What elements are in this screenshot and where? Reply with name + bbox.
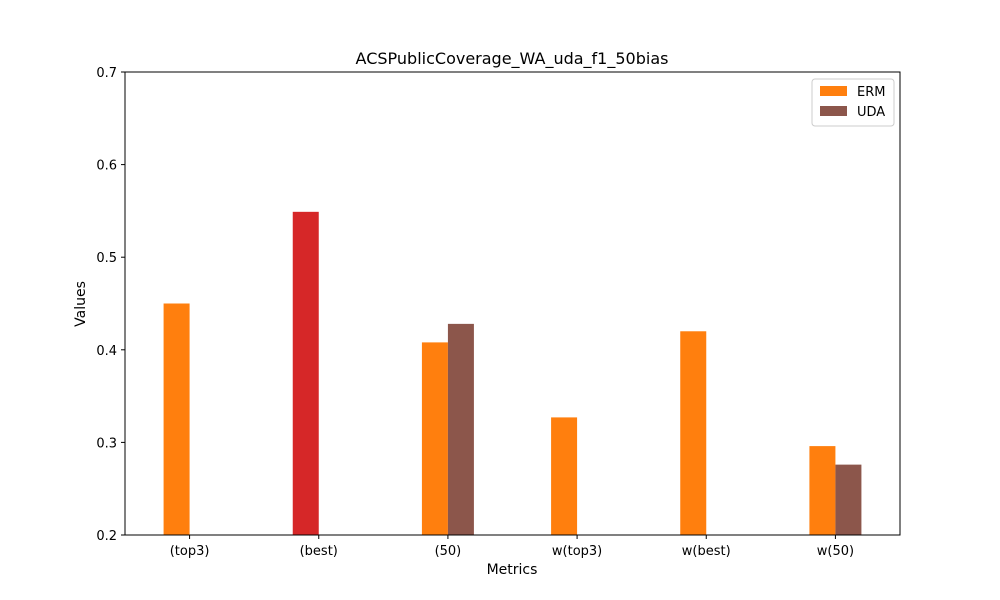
- y-tick-label: 0.6: [96, 159, 117, 174]
- legend: ERM UDA: [811, 78, 895, 127]
- bar-erm-0: [163, 303, 190, 535]
- x-tick-label: (50): [435, 544, 462, 559]
- bar-erm-1: [292, 211, 319, 536]
- bar-uda-5: [835, 464, 862, 535]
- chart-title: ACSPublicCoverage_WA_uda_f1_50bias: [356, 49, 669, 69]
- x-tick-label: w(top3): [552, 544, 602, 559]
- y-tick-label: 0.4: [96, 344, 117, 359]
- x-tick-label: w(best): [682, 544, 731, 559]
- y-tick-label: 0.7: [96, 66, 117, 81]
- legend-swatch-uda: [820, 106, 847, 116]
- x-tick-label: (best): [300, 544, 338, 559]
- bar-erm-2: [421, 342, 448, 535]
- bar-erm-4: [680, 331, 707, 535]
- x-tick-label: (top3): [170, 544, 210, 559]
- axes-frame: [124, 71, 901, 536]
- bar-erm-5: [809, 446, 836, 535]
- bars: [163, 211, 862, 536]
- y-axis-ticks: 0.2 0.3 0.4 0.5 0.6 0.7: [96, 66, 125, 544]
- bar-erm-3: [551, 417, 578, 535]
- legend-swatch-erm: [820, 86, 847, 96]
- bar-uda-2: [447, 323, 474, 535]
- y-axis-label: Values: [73, 281, 89, 327]
- x-tick-label: w(50): [817, 544, 854, 559]
- y-tick-label: 0.3: [96, 436, 117, 451]
- legend-label-uda: UDA: [857, 105, 885, 120]
- x-axis-label: Metrics: [487, 562, 538, 578]
- legend-label-erm: ERM: [857, 85, 885, 100]
- y-tick-label: 0.5: [96, 251, 117, 266]
- x-axis-ticks: (top3) (best) (50) w(top3) w(best) w(50): [170, 535, 854, 559]
- y-tick-label: 0.2: [96, 529, 117, 544]
